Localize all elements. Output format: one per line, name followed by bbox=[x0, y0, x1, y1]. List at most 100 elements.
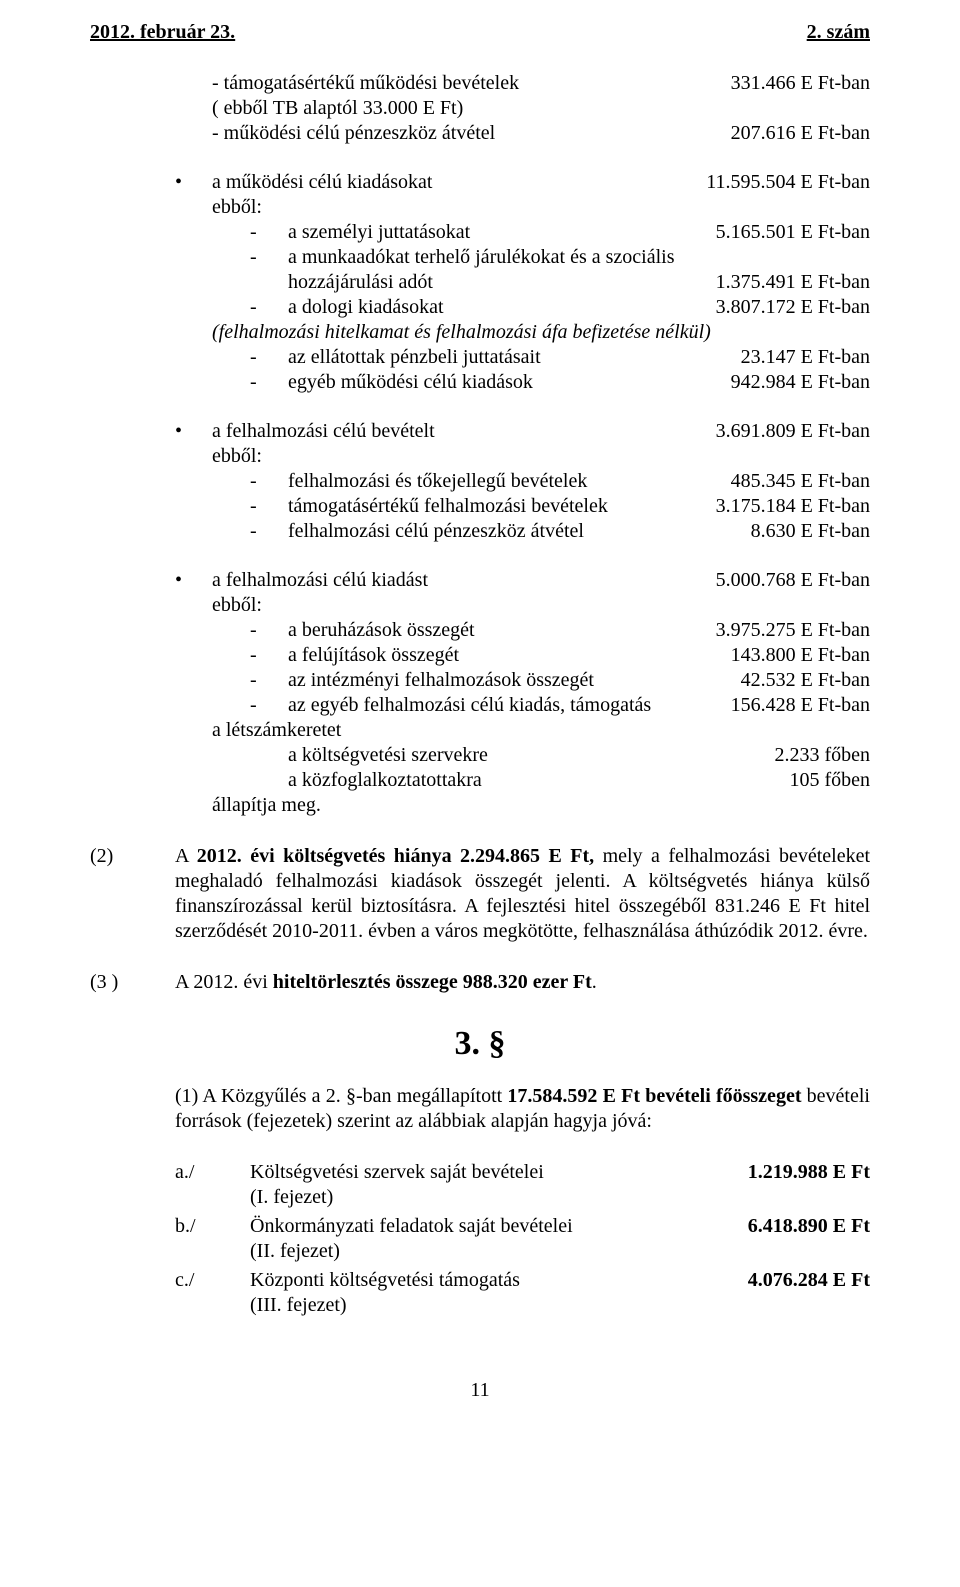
item-value: 5.165.501 E Ft-ban bbox=[702, 220, 870, 245]
letter-label: b./ bbox=[175, 1214, 250, 1239]
bold-text: 2012. évi költségvetés hiánya 2.294.865 … bbox=[197, 845, 594, 867]
letter-label: c./ bbox=[175, 1268, 250, 1293]
dash-icon: - bbox=[250, 345, 288, 370]
para-body: A 2012. évi költségvetés hiánya 2.294.86… bbox=[175, 844, 870, 944]
dash-icon: - bbox=[250, 519, 288, 544]
bullet-item: • a felhalmozási célú kiadást 5.000.768 … bbox=[90, 568, 870, 593]
letter-sub: (III. fejezet) bbox=[90, 1293, 870, 1318]
dash-icon: - bbox=[250, 295, 288, 320]
paragraph-2: (2) A 2012. évi költségvetés hiánya 2.29… bbox=[90, 844, 870, 944]
page: 2012. február 23. 2. szám - támogatásért… bbox=[0, 0, 960, 1443]
item-label: a létszámkeretet bbox=[212, 718, 870, 743]
bullet-icon: • bbox=[175, 170, 212, 195]
bold-text: hiteltörlesztés összege 988.320 ezer Ft bbox=[273, 971, 592, 993]
item-label: az ellátottak pénzbeli juttatásait bbox=[288, 345, 727, 370]
page-header: 2012. február 23. 2. szám bbox=[90, 20, 870, 45]
item-label: az intézményi felhalmozások összegét bbox=[288, 668, 727, 693]
line-item: hozzájárulási adót 1.375.491 E Ft-ban bbox=[90, 270, 870, 295]
letter-label: a./ bbox=[175, 1160, 250, 1185]
ebbol-label: ebből: bbox=[90, 195, 870, 220]
line-item: a közfoglalkoztatottakra 105 főben bbox=[90, 768, 870, 793]
ebbol-label: ebből: bbox=[90, 593, 870, 618]
header-issue: 2. szám bbox=[807, 20, 870, 45]
item-value: 143.800 E Ft-ban bbox=[717, 643, 870, 668]
note-italic: (felhalmozási hitelkamat és felhalmozási… bbox=[90, 320, 870, 345]
item-value: 207.616 E Ft-ban bbox=[717, 121, 870, 146]
item-value: 3.691.809 E Ft-ban bbox=[702, 419, 870, 444]
line-item: a költségvetési szervekre 2.233 főben bbox=[90, 743, 870, 768]
dash-icon: - bbox=[250, 693, 288, 718]
item-label: - támogatásértékű működési bevételek bbox=[212, 71, 717, 96]
item-label: támogatásértékű felhalmozási bevételek bbox=[288, 494, 702, 519]
paragraph-3: (3 ) A 2012. évi hiteltörlesztés összege… bbox=[90, 970, 870, 995]
item-label: hozzájárulási adót bbox=[288, 270, 702, 295]
item-label: Önkormányzati feladatok saját bevételei bbox=[250, 1214, 734, 1239]
line-item: állapítja meg. bbox=[90, 793, 870, 818]
para-number: (3 ) bbox=[90, 970, 175, 995]
section-number: 3. § bbox=[90, 1023, 870, 1066]
dash-item: - a beruházások összegét 3.975.275 E Ft-… bbox=[90, 618, 870, 643]
line-item: - támogatásértékű működési bevételek 331… bbox=[90, 71, 870, 96]
line-item: ( ebből TB alaptól 33.000 E Ft) bbox=[90, 96, 870, 121]
dash-item: - a felújítások összegét 143.800 E Ft-ba… bbox=[90, 643, 870, 668]
page-number: 11 bbox=[90, 1378, 870, 1403]
item-value: 3.175.184 E Ft-ban bbox=[702, 494, 870, 519]
item-value: 23.147 E Ft-ban bbox=[727, 345, 870, 370]
dash-icon: - bbox=[250, 469, 288, 494]
line-item: a létszámkeretet bbox=[90, 718, 870, 743]
item-value: 1.219.988 E Ft bbox=[734, 1160, 870, 1185]
dash-item: - az egyéb felhalmozási célú kiadás, tám… bbox=[90, 693, 870, 718]
item-label: a költségvetési szervekre bbox=[288, 743, 760, 768]
item-value: 942.984 E Ft-ban bbox=[717, 370, 870, 395]
item-value: 8.630 E Ft-ban bbox=[737, 519, 870, 544]
dash-item: - a dologi kiadásokat 3.807.172 E Ft-ban bbox=[90, 295, 870, 320]
dash-icon: - bbox=[250, 370, 288, 395]
item-label: a munkaadókat terhelő járulékokat és a s… bbox=[288, 245, 870, 270]
item-value: 1.375.491 E Ft-ban bbox=[702, 270, 870, 295]
item-label: ebből: bbox=[212, 593, 870, 618]
dash-item: - az intézményi felhalmozások összegét 4… bbox=[90, 668, 870, 693]
item-value: 156.428 E Ft-ban bbox=[717, 693, 870, 718]
letter-item-b: b./ Önkormányzati feladatok saját bevéte… bbox=[90, 1214, 870, 1239]
item-label: a beruházások összegét bbox=[288, 618, 702, 643]
item-value: 3.807.172 E Ft-ban bbox=[702, 295, 870, 320]
item-label: állapítja meg. bbox=[212, 793, 870, 818]
dash-item: - a személyi juttatásokat 5.165.501 E Ft… bbox=[90, 220, 870, 245]
item-label: felhalmozási célú pénzeszköz átvétel bbox=[288, 519, 737, 544]
item-label: a felhalmozási célú kiadást bbox=[212, 568, 702, 593]
text: (1) A Közgyűlés a 2. §-ban megállapított bbox=[175, 1085, 507, 1107]
line-item: - működési célú pénzeszköz átvétel 207.6… bbox=[90, 121, 870, 146]
bullet-item: • a működési célú kiadásokat 11.595.504 … bbox=[90, 170, 870, 195]
item-label: a felhalmozási célú bevételt bbox=[212, 419, 702, 444]
item-label: ebből: bbox=[212, 195, 870, 220]
bold-text: 17.584.592 E Ft bevételi főösszeget bbox=[507, 1085, 801, 1107]
dash-icon: - bbox=[250, 245, 288, 270]
item-value: 105 főben bbox=[775, 768, 870, 793]
item-value: 6.418.890 E Ft bbox=[734, 1214, 870, 1239]
bullet-icon: • bbox=[175, 568, 212, 593]
dash-item: - az ellátottak pénzbeli juttatásait 23.… bbox=[90, 345, 870, 370]
dash-icon: - bbox=[250, 618, 288, 643]
item-label: Költségvetési szervek saját bevételei bbox=[250, 1160, 734, 1185]
bullet-item: • a felhalmozási célú bevételt 3.691.809… bbox=[90, 419, 870, 444]
item-label: Központi költségvetési támogatás bbox=[250, 1268, 734, 1293]
dash-item: - felhalmozási és tőkejellegű bevételek … bbox=[90, 469, 870, 494]
item-value: 2.233 főben bbox=[760, 743, 870, 768]
dash-icon: - bbox=[250, 220, 288, 245]
header-date: 2012. február 23. bbox=[90, 20, 235, 45]
letter-item-c: c./ Központi költségvetési támogatás 4.0… bbox=[90, 1268, 870, 1293]
item-value: 485.345 E Ft-ban bbox=[717, 469, 870, 494]
item-label: a felújítások összegét bbox=[288, 643, 717, 668]
dash-item: - a munkaadókat terhelő járulékokat és a… bbox=[90, 245, 870, 270]
item-value: 11.595.504 E Ft-ban bbox=[692, 170, 870, 195]
letter-sub: (I. fejezet) bbox=[90, 1185, 870, 1210]
para-number: (2) bbox=[90, 844, 175, 944]
dash-icon: - bbox=[250, 494, 288, 519]
dash-icon: - bbox=[250, 668, 288, 693]
letter-item-a: a./ Költségvetési szervek saját bevétele… bbox=[90, 1160, 870, 1185]
text: A bbox=[175, 845, 197, 867]
dash-item: - egyéb működési célú kiadások 942.984 E… bbox=[90, 370, 870, 395]
item-label: (felhalmozási hitelkamat és felhalmozási… bbox=[212, 320, 870, 345]
item-label: ebből: bbox=[212, 444, 870, 469]
item-label: ( ebből TB alaptól 33.000 E Ft) bbox=[212, 96, 870, 121]
